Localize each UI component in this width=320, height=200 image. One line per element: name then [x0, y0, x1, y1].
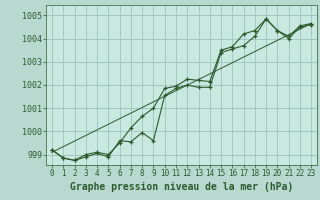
- X-axis label: Graphe pression niveau de la mer (hPa): Graphe pression niveau de la mer (hPa): [70, 182, 293, 192]
